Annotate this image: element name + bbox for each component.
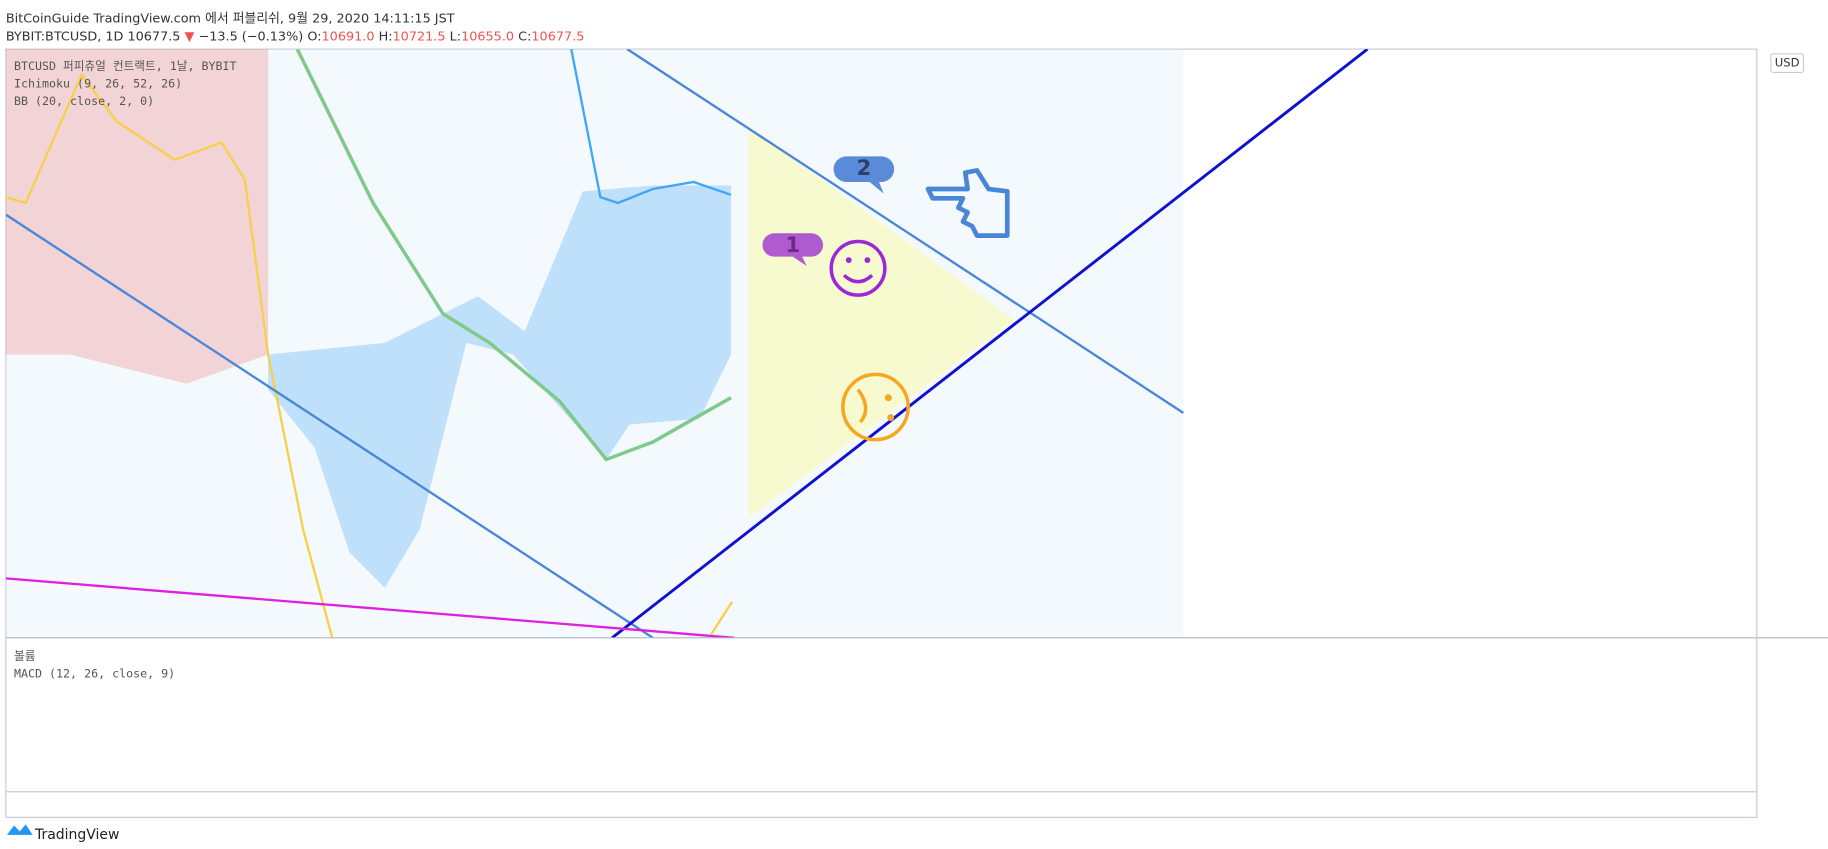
eye xyxy=(884,394,892,402)
sad-face xyxy=(841,372,910,442)
eye xyxy=(864,257,871,264)
lagging-line xyxy=(710,601,734,635)
legend: Ichimoku (9, 26, 52, 26) xyxy=(14,77,182,91)
trend-line xyxy=(5,577,735,638)
currency: USD xyxy=(1775,56,1800,70)
span-line xyxy=(570,49,732,205)
volume-label: 볼륨 xyxy=(14,649,36,663)
cloud-red xyxy=(5,49,269,384)
o: 10691.0 xyxy=(322,29,375,44)
o-label: O: xyxy=(307,29,321,44)
l: 10655.0 xyxy=(461,29,514,44)
currency-box xyxy=(1770,53,1805,74)
mouth xyxy=(856,388,868,424)
smile xyxy=(842,273,874,284)
c-label: C: xyxy=(518,29,531,44)
trend-line xyxy=(5,213,654,638)
macd-label: MACD (12, 26, close, 9) xyxy=(14,666,175,680)
arrow: ▼ xyxy=(185,29,195,44)
bubble xyxy=(833,156,895,194)
ohlc-line: BYBIT:BTCUSD, 1D 10677.5 ▼ −13.5 (−0.13%… xyxy=(6,29,585,44)
published: BitCoinGuide TradingView.com 에서 퍼블리쉬, 9월… xyxy=(6,11,455,26)
bubble xyxy=(762,233,824,266)
h-label: H: xyxy=(379,29,393,44)
legend: BB (20, close, 2, 0) xyxy=(14,94,154,108)
drawings xyxy=(5,49,1184,638)
trend-lines xyxy=(5,49,1369,638)
brand: TradingView xyxy=(34,827,119,843)
annotation: 1 xyxy=(785,233,800,257)
smiley xyxy=(829,239,887,297)
eye xyxy=(887,414,895,422)
pointing-hand xyxy=(925,168,1010,238)
legend: BTCUSD 퍼피츄얼 컨트랙트, 1날, BYBIT xyxy=(14,59,237,73)
triangle-zone xyxy=(748,127,1015,518)
tenkan-line xyxy=(5,72,334,638)
eye xyxy=(845,257,852,264)
symbol: BYBIT:BTCUSD, 1D 10677.5 xyxy=(6,29,181,44)
change: −13.5 (−0.13%) xyxy=(198,29,303,44)
kijun-line xyxy=(295,49,732,462)
l-label: L: xyxy=(450,29,461,44)
h: 10721.5 xyxy=(393,29,446,44)
logo xyxy=(6,824,33,835)
annotation: 2 xyxy=(857,156,872,180)
trend-line xyxy=(611,49,1369,638)
trend-line xyxy=(626,49,1184,414)
cloud-blue xyxy=(268,185,731,588)
c: 10677.5 xyxy=(531,29,584,44)
icons: 1 2 xyxy=(762,156,1010,442)
